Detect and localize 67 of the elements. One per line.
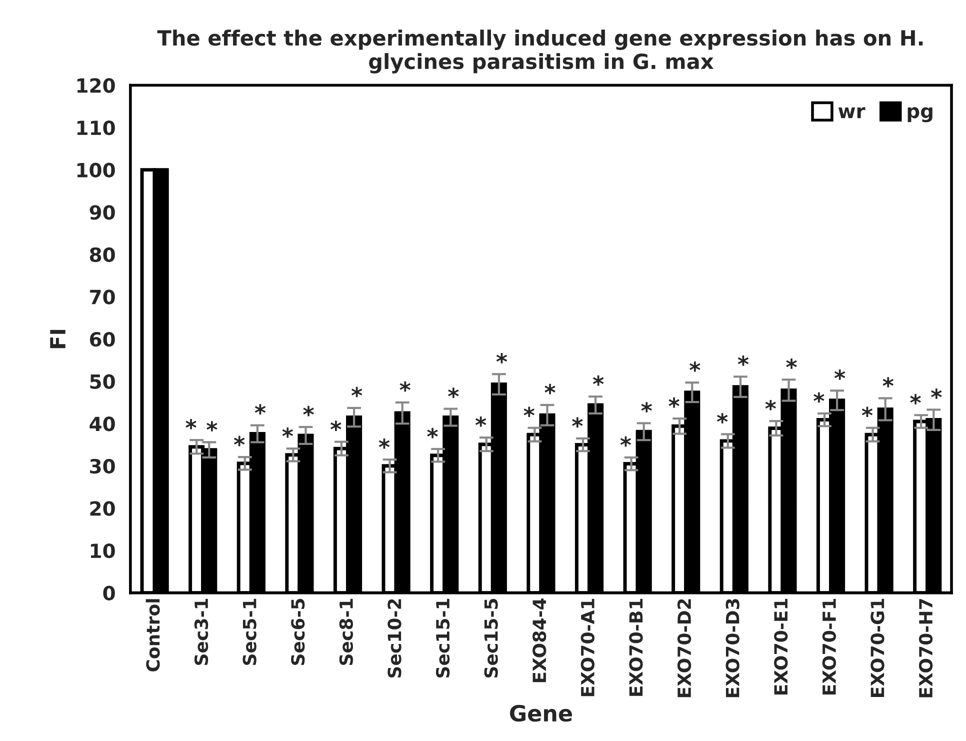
annotation: * — [206, 421, 218, 432]
annotation: * — [716, 413, 728, 424]
annotation: * — [641, 402, 652, 412]
x-tick-label: Sec6-5 — [291, 598, 305, 665]
annotation: * — [186, 418, 196, 430]
y-tick-label: 60 — [90, 332, 115, 347]
y-tick-label: 40 — [90, 416, 115, 432]
y-tick-label: 100 — [77, 162, 115, 178]
annotation: * — [690, 361, 700, 372]
legend-label: pg — [908, 107, 932, 122]
y-tick-label: 50 — [90, 374, 115, 389]
annotation: * — [931, 388, 942, 399]
annotation: * — [303, 406, 314, 416]
annotation: * — [524, 406, 534, 418]
annotation: * — [448, 388, 459, 398]
x-tick-label: Sec5-1 — [242, 598, 256, 665]
annotation: * — [620, 436, 632, 447]
annotation: * — [330, 420, 342, 431]
annotation: * — [765, 400, 776, 410]
annotation: * — [882, 377, 894, 388]
annotation: * — [400, 381, 410, 392]
y-tick-label: 80 — [90, 247, 115, 262]
y-tick-label: 20 — [90, 501, 115, 516]
annotation: * — [592, 375, 604, 386]
annotation: * — [234, 436, 245, 446]
x-tick-label: EXO70-A1 — [580, 598, 594, 696]
annotation: * — [572, 417, 583, 428]
annotation: * — [668, 397, 680, 408]
x-tick-label: Sec10-2 — [388, 599, 402, 678]
y-tick-label: 120 — [77, 78, 115, 93]
y-tick-label: 30 — [90, 458, 115, 474]
annotation: * — [378, 438, 390, 449]
x-tick-label: EXO84-4 — [532, 598, 546, 682]
annotation: * — [254, 404, 266, 414]
y-tick-label: 70 — [90, 290, 115, 304]
x-tick-label: EXO70-F1 — [822, 598, 836, 694]
y-tick-label: 10 — [90, 543, 115, 558]
x-tick-label: Sec15-5 — [484, 598, 498, 678]
annotation: * — [814, 392, 824, 403]
x-tick-label: EXO70-D3 — [726, 599, 740, 698]
annotation: * — [910, 394, 921, 404]
annotation: * — [862, 406, 873, 418]
x-tick-label: EXO70-E1 — [774, 598, 788, 694]
y-tick-label: 0 — [103, 586, 115, 600]
x-tick-label: EXO70-G1 — [870, 598, 884, 697]
annotation: * — [496, 353, 508, 364]
annotation: * — [427, 428, 438, 438]
annotation: * — [544, 384, 556, 394]
y-axis-title: FI — [50, 330, 66, 348]
x-tick-label: Sec3-1 — [194, 598, 208, 665]
x-tick-label: EXO70-B1 — [629, 598, 643, 696]
y-tick-label: 90 — [90, 205, 115, 220]
x-tick-label: EXO70-H7 — [918, 599, 933, 698]
annotation: * — [282, 427, 293, 438]
x-axis-title: Gene — [510, 704, 572, 722]
annotation: * — [834, 369, 846, 380]
annotation: * — [786, 358, 797, 369]
x-tick-label: Sec15-1 — [436, 598, 450, 678]
chart-title: The effect the experimentally induced gene expression has on H. glycines parasitism in G. max — [157, 30, 923, 74]
x-tick-label: EXO70-D2 — [677, 599, 692, 698]
annotation: * — [738, 356, 749, 366]
x-tick-label: Control — [146, 599, 160, 672]
y-tick-label: 110 — [77, 120, 115, 136]
legend-label: wr — [838, 107, 866, 118]
annotation: * — [351, 386, 362, 398]
x-tick-label: Sec8-1 — [339, 598, 353, 665]
annotation: * — [475, 416, 486, 427]
